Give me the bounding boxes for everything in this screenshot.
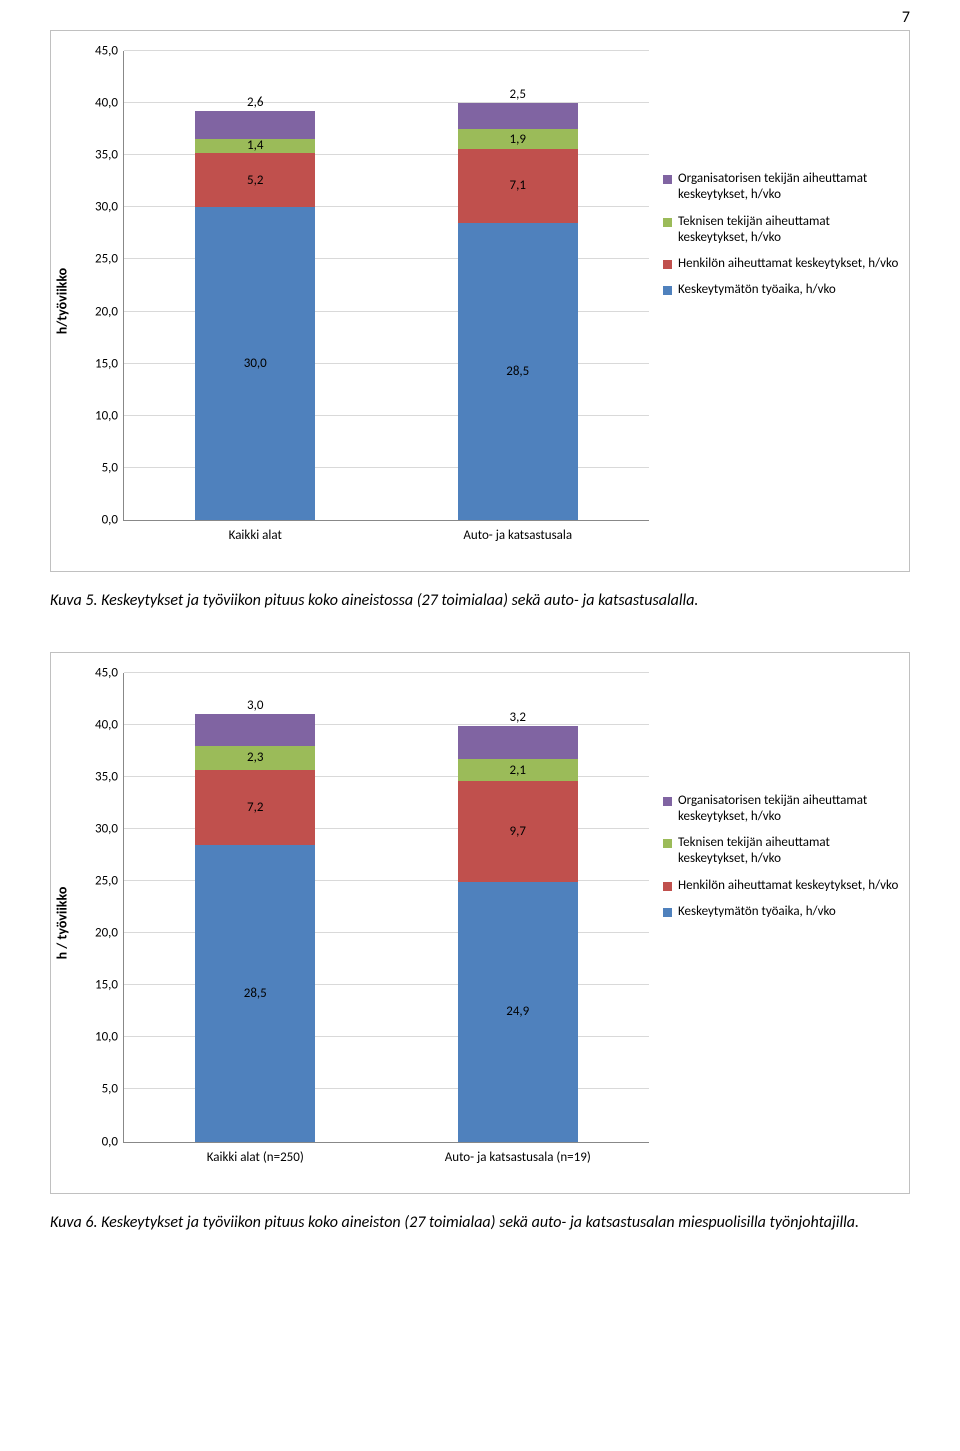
legend: Organisatorisen tekijän aiheuttamat kesk… xyxy=(659,31,909,571)
bar-value-label: 5,2 xyxy=(247,173,263,188)
plot-area: 0,05,010,015,020,025,030,035,040,045,02,… xyxy=(123,51,649,521)
bar-segment: 2,5 xyxy=(458,103,578,129)
bar-value-label: 1,9 xyxy=(510,132,526,147)
legend-item: Organisatorisen tekijän aiheuttamat kesk… xyxy=(663,793,899,826)
legend-item: Keskeytymätön työaika, h/vko xyxy=(663,282,899,298)
y-tick-label: 0,0 xyxy=(102,1134,124,1149)
legend-label: Organisatorisen tekijän aiheuttamat kesk… xyxy=(678,793,899,826)
stacked-bar: 2,5 1,9 7,1 28,5 xyxy=(458,103,578,520)
legend-swatch xyxy=(663,839,672,848)
bar-segment: 28,5 xyxy=(195,845,315,1142)
bar-segment: 28,5 xyxy=(458,223,578,520)
y-tick-label: 40,0 xyxy=(95,96,124,111)
bar-value-label: 7,1 xyxy=(510,178,526,193)
legend-swatch xyxy=(663,908,672,917)
legend-item: Teknisen tekijän aiheuttamat keskeytykse… xyxy=(663,214,899,247)
bar-segment: 2,3 xyxy=(195,746,315,770)
page-number: 7 xyxy=(902,8,910,27)
bar-segment: 7,1 xyxy=(458,149,578,223)
legend-item: Keskeytymätön työaika, h/vko xyxy=(663,904,899,920)
y-tick-label: 35,0 xyxy=(95,148,124,163)
legend-label: Henkilön aiheuttamat keskeytykset, h/vko xyxy=(678,256,898,272)
bar-segment: 1,9 xyxy=(458,129,578,149)
y-tick-label: 5,0 xyxy=(102,460,124,475)
bar-value-label: 7,2 xyxy=(247,800,263,815)
bar-value-label: 3,2 xyxy=(458,710,578,725)
x-tick-label: Auto- ja katsastusala (n=19) xyxy=(445,1142,591,1165)
gridline xyxy=(124,672,649,673)
legend-swatch xyxy=(663,797,672,806)
legend-item: Organisatorisen tekijän aiheuttamat kesk… xyxy=(663,171,899,204)
bar-value-label: 2,1 xyxy=(510,763,526,778)
x-tick-label: Auto- ja katsastusala xyxy=(463,520,572,543)
bar-segment: 24,9 xyxy=(458,882,578,1142)
bar-segment: 7,2 xyxy=(195,770,315,845)
stacked-bar: 2,61,4 5,2 30,0 xyxy=(195,111,315,520)
y-axis-title: h / työviikko xyxy=(54,886,71,959)
y-tick-label: 45,0 xyxy=(95,44,124,59)
y-tick-label: 35,0 xyxy=(95,769,124,784)
legend-swatch xyxy=(663,260,672,269)
y-tick-label: 20,0 xyxy=(95,926,124,941)
chart-kuva6: h / työviikko 0,05,010,015,020,025,030,0… xyxy=(50,652,910,1194)
bar-segment: 3,2 xyxy=(458,726,578,759)
bar-segment: 2,6 xyxy=(195,111,315,138)
chart-kuva5: h/työviikko 0,05,010,015,020,025,030,035… xyxy=(50,30,910,572)
legend-swatch xyxy=(663,286,672,295)
bar-segment: 1,4 xyxy=(195,139,315,154)
legend-label: Organisatorisen tekijän aiheuttamat kesk… xyxy=(678,171,899,204)
bar-segment: 30,0 xyxy=(195,207,315,520)
y-tick-label: 25,0 xyxy=(95,874,124,889)
y-tick-label: 15,0 xyxy=(95,978,124,993)
legend-label: Teknisen tekijän aiheuttamat keskeytykse… xyxy=(678,835,899,868)
bar-segment: 9,7 xyxy=(458,781,578,882)
bar-value-label: 2,3 xyxy=(247,750,263,765)
bar-value-label: 28,5 xyxy=(244,986,267,1001)
legend: Organisatorisen tekijän aiheuttamat kesk… xyxy=(659,653,909,1193)
bar-value-label: 24,9 xyxy=(506,1004,529,1019)
y-tick-label: 5,0 xyxy=(102,1082,124,1097)
bar-segment: 5,2 xyxy=(195,153,315,207)
legend-item: Teknisen tekijän aiheuttamat keskeytykse… xyxy=(663,835,899,868)
legend-swatch xyxy=(663,175,672,184)
bar-value-label: 1,4 xyxy=(247,138,263,153)
bar-value-label: 2,5 xyxy=(458,87,578,102)
caption-kuva5: Kuva 5. Keskeytykset ja työviikon pituus… xyxy=(50,590,910,612)
legend-swatch xyxy=(663,218,672,227)
y-tick-label: 25,0 xyxy=(95,252,124,267)
y-tick-label: 0,0 xyxy=(102,513,124,528)
stacked-bar: 3,0 2,3 7,2 28,5 xyxy=(195,714,315,1141)
y-tick-label: 20,0 xyxy=(95,304,124,319)
gridline xyxy=(124,50,649,51)
y-tick-label: 10,0 xyxy=(95,408,124,423)
bar-value-label: 3,0 xyxy=(195,698,315,713)
x-tick-label: Kaikki alat xyxy=(229,520,282,543)
y-tick-label: 45,0 xyxy=(95,665,124,680)
bar-value-label: 2,6 xyxy=(195,95,315,110)
stacked-bar: 3,2 2,1 9,7 24,9 xyxy=(458,726,578,1142)
legend-item: Henkilön aiheuttamat keskeytykset, h/vko xyxy=(663,256,899,272)
bar-value-label: 28,5 xyxy=(506,364,529,379)
legend-item: Henkilön aiheuttamat keskeytykset, h/vko xyxy=(663,878,899,894)
caption-kuva6: Kuva 6. Keskeytykset ja työviikon pituus… xyxy=(50,1212,910,1234)
plot-area: 0,05,010,015,020,025,030,035,040,045,03,… xyxy=(123,673,649,1143)
legend-swatch xyxy=(663,882,672,891)
y-tick-label: 30,0 xyxy=(95,821,124,836)
x-tick-label: Kaikki alat (n=250) xyxy=(207,1142,304,1165)
bar-value-label: 30,0 xyxy=(244,356,267,371)
legend-label: Henkilön aiheuttamat keskeytykset, h/vko xyxy=(678,878,898,894)
y-tick-label: 15,0 xyxy=(95,356,124,371)
bar-segment: 3,0 xyxy=(195,714,315,745)
bar-segment: 2,1 xyxy=(458,759,578,781)
y-tick-label: 30,0 xyxy=(95,200,124,215)
y-tick-label: 40,0 xyxy=(95,717,124,732)
y-tick-label: 10,0 xyxy=(95,1030,124,1045)
legend-label: Keskeytymätön työaika, h/vko xyxy=(678,282,836,298)
legend-label: Keskeytymätön työaika, h/vko xyxy=(678,904,836,920)
bar-value-label: 9,7 xyxy=(510,824,526,839)
legend-label: Teknisen tekijän aiheuttamat keskeytykse… xyxy=(678,214,899,247)
y-axis-title: h/työviikko xyxy=(54,268,71,334)
